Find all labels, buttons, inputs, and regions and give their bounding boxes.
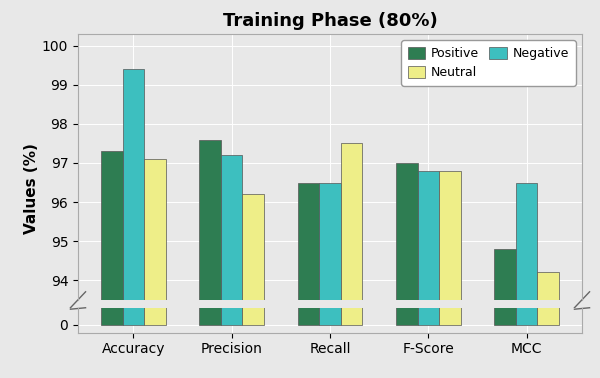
- Bar: [439, 171, 461, 378]
- Bar: [516, 183, 538, 378]
- Bar: [101, 0, 122, 325]
- Bar: [242, 194, 264, 378]
- Bar: [319, 0, 341, 325]
- Bar: [122, 69, 144, 378]
- Bar: [494, 249, 516, 378]
- Bar: [341, 0, 362, 325]
- Bar: [494, 0, 516, 325]
- Bar: [396, 0, 418, 325]
- Bar: [418, 0, 439, 325]
- Bar: [221, 155, 242, 378]
- Bar: [516, 0, 538, 325]
- Bar: [199, 139, 221, 378]
- Bar: [101, 151, 122, 378]
- Bar: [242, 0, 264, 325]
- Bar: [298, 183, 319, 378]
- Bar: [418, 171, 439, 378]
- Bar: [341, 144, 362, 378]
- Bar: [221, 0, 242, 325]
- Bar: [538, 273, 559, 378]
- Bar: [122, 0, 144, 325]
- Title: Training Phase (80%): Training Phase (80%): [223, 12, 437, 30]
- Bar: [199, 0, 221, 325]
- Bar: [144, 159, 166, 378]
- Bar: [396, 163, 418, 378]
- Bar: [298, 0, 319, 325]
- Legend: Positive, Neutral, Negative: Positive, Neutral, Negative: [401, 40, 576, 85]
- Text: Values (%): Values (%): [24, 144, 39, 234]
- Bar: [319, 183, 341, 378]
- Bar: [144, 0, 166, 325]
- Bar: [439, 0, 461, 325]
- Bar: [538, 0, 559, 325]
